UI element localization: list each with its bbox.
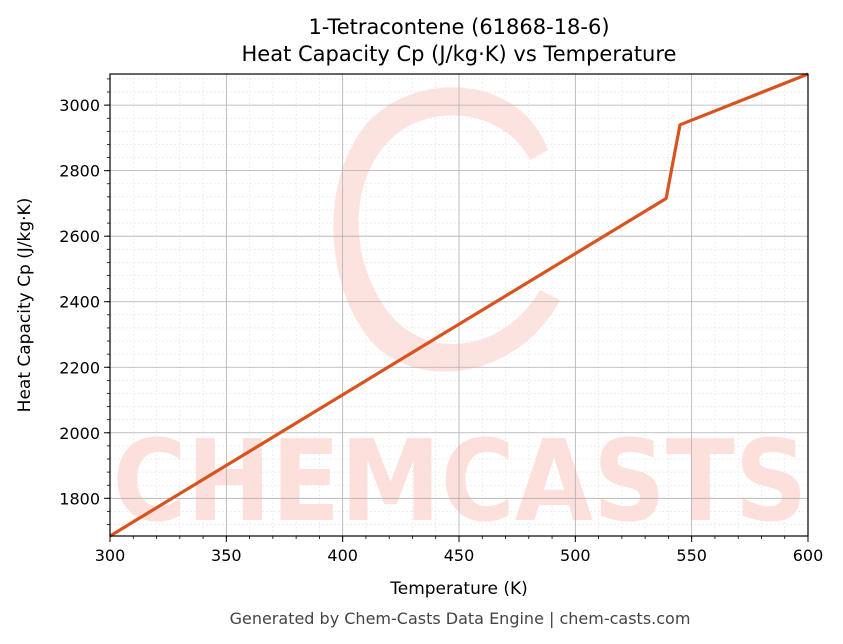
watermark-swirl xyxy=(333,87,560,372)
x-tick-label: 550 xyxy=(676,546,707,565)
x-axis-label: Temperature (K) xyxy=(389,579,528,599)
y-tick-label: 1800 xyxy=(59,489,100,508)
x-tick-label: 600 xyxy=(793,546,824,565)
y-tick-label: 3000 xyxy=(59,96,100,115)
y-tick-label: 2000 xyxy=(59,424,100,443)
y-tick-label: 2800 xyxy=(59,162,100,181)
series-line xyxy=(109,72,809,538)
x-tick-label: 450 xyxy=(444,546,475,565)
x-tick-label: 500 xyxy=(560,546,591,565)
chart-subtitle: Heat Capacity Cp (J/kg·K) vs Temperature xyxy=(242,42,677,66)
y-axis-label: Heat Capacity Cp (J/kg·K) xyxy=(15,198,35,413)
x-tick-label: 300 xyxy=(95,546,126,565)
chart-title: 1-Tetracontene (61868-18-6) xyxy=(308,15,609,39)
x-axis: 300 350 400 450 500 550 600 xyxy=(95,536,824,565)
series-layer xyxy=(109,72,809,538)
watermark: CHEMCASTS xyxy=(113,87,808,547)
y-axis: 1800 2000 2200 2400 2600 2800 3000 xyxy=(59,78,110,525)
watermark-text: CHEMCASTS xyxy=(113,417,808,547)
y-tick-label: 2600 xyxy=(59,227,100,246)
y-tick-label: 2400 xyxy=(59,293,100,312)
footer-credit: Generated by Chem-Casts Data Engine | ch… xyxy=(230,609,691,628)
x-tick-label: 400 xyxy=(327,546,358,565)
y-tick-label: 2200 xyxy=(59,358,100,377)
x-tick-label: 350 xyxy=(211,546,242,565)
